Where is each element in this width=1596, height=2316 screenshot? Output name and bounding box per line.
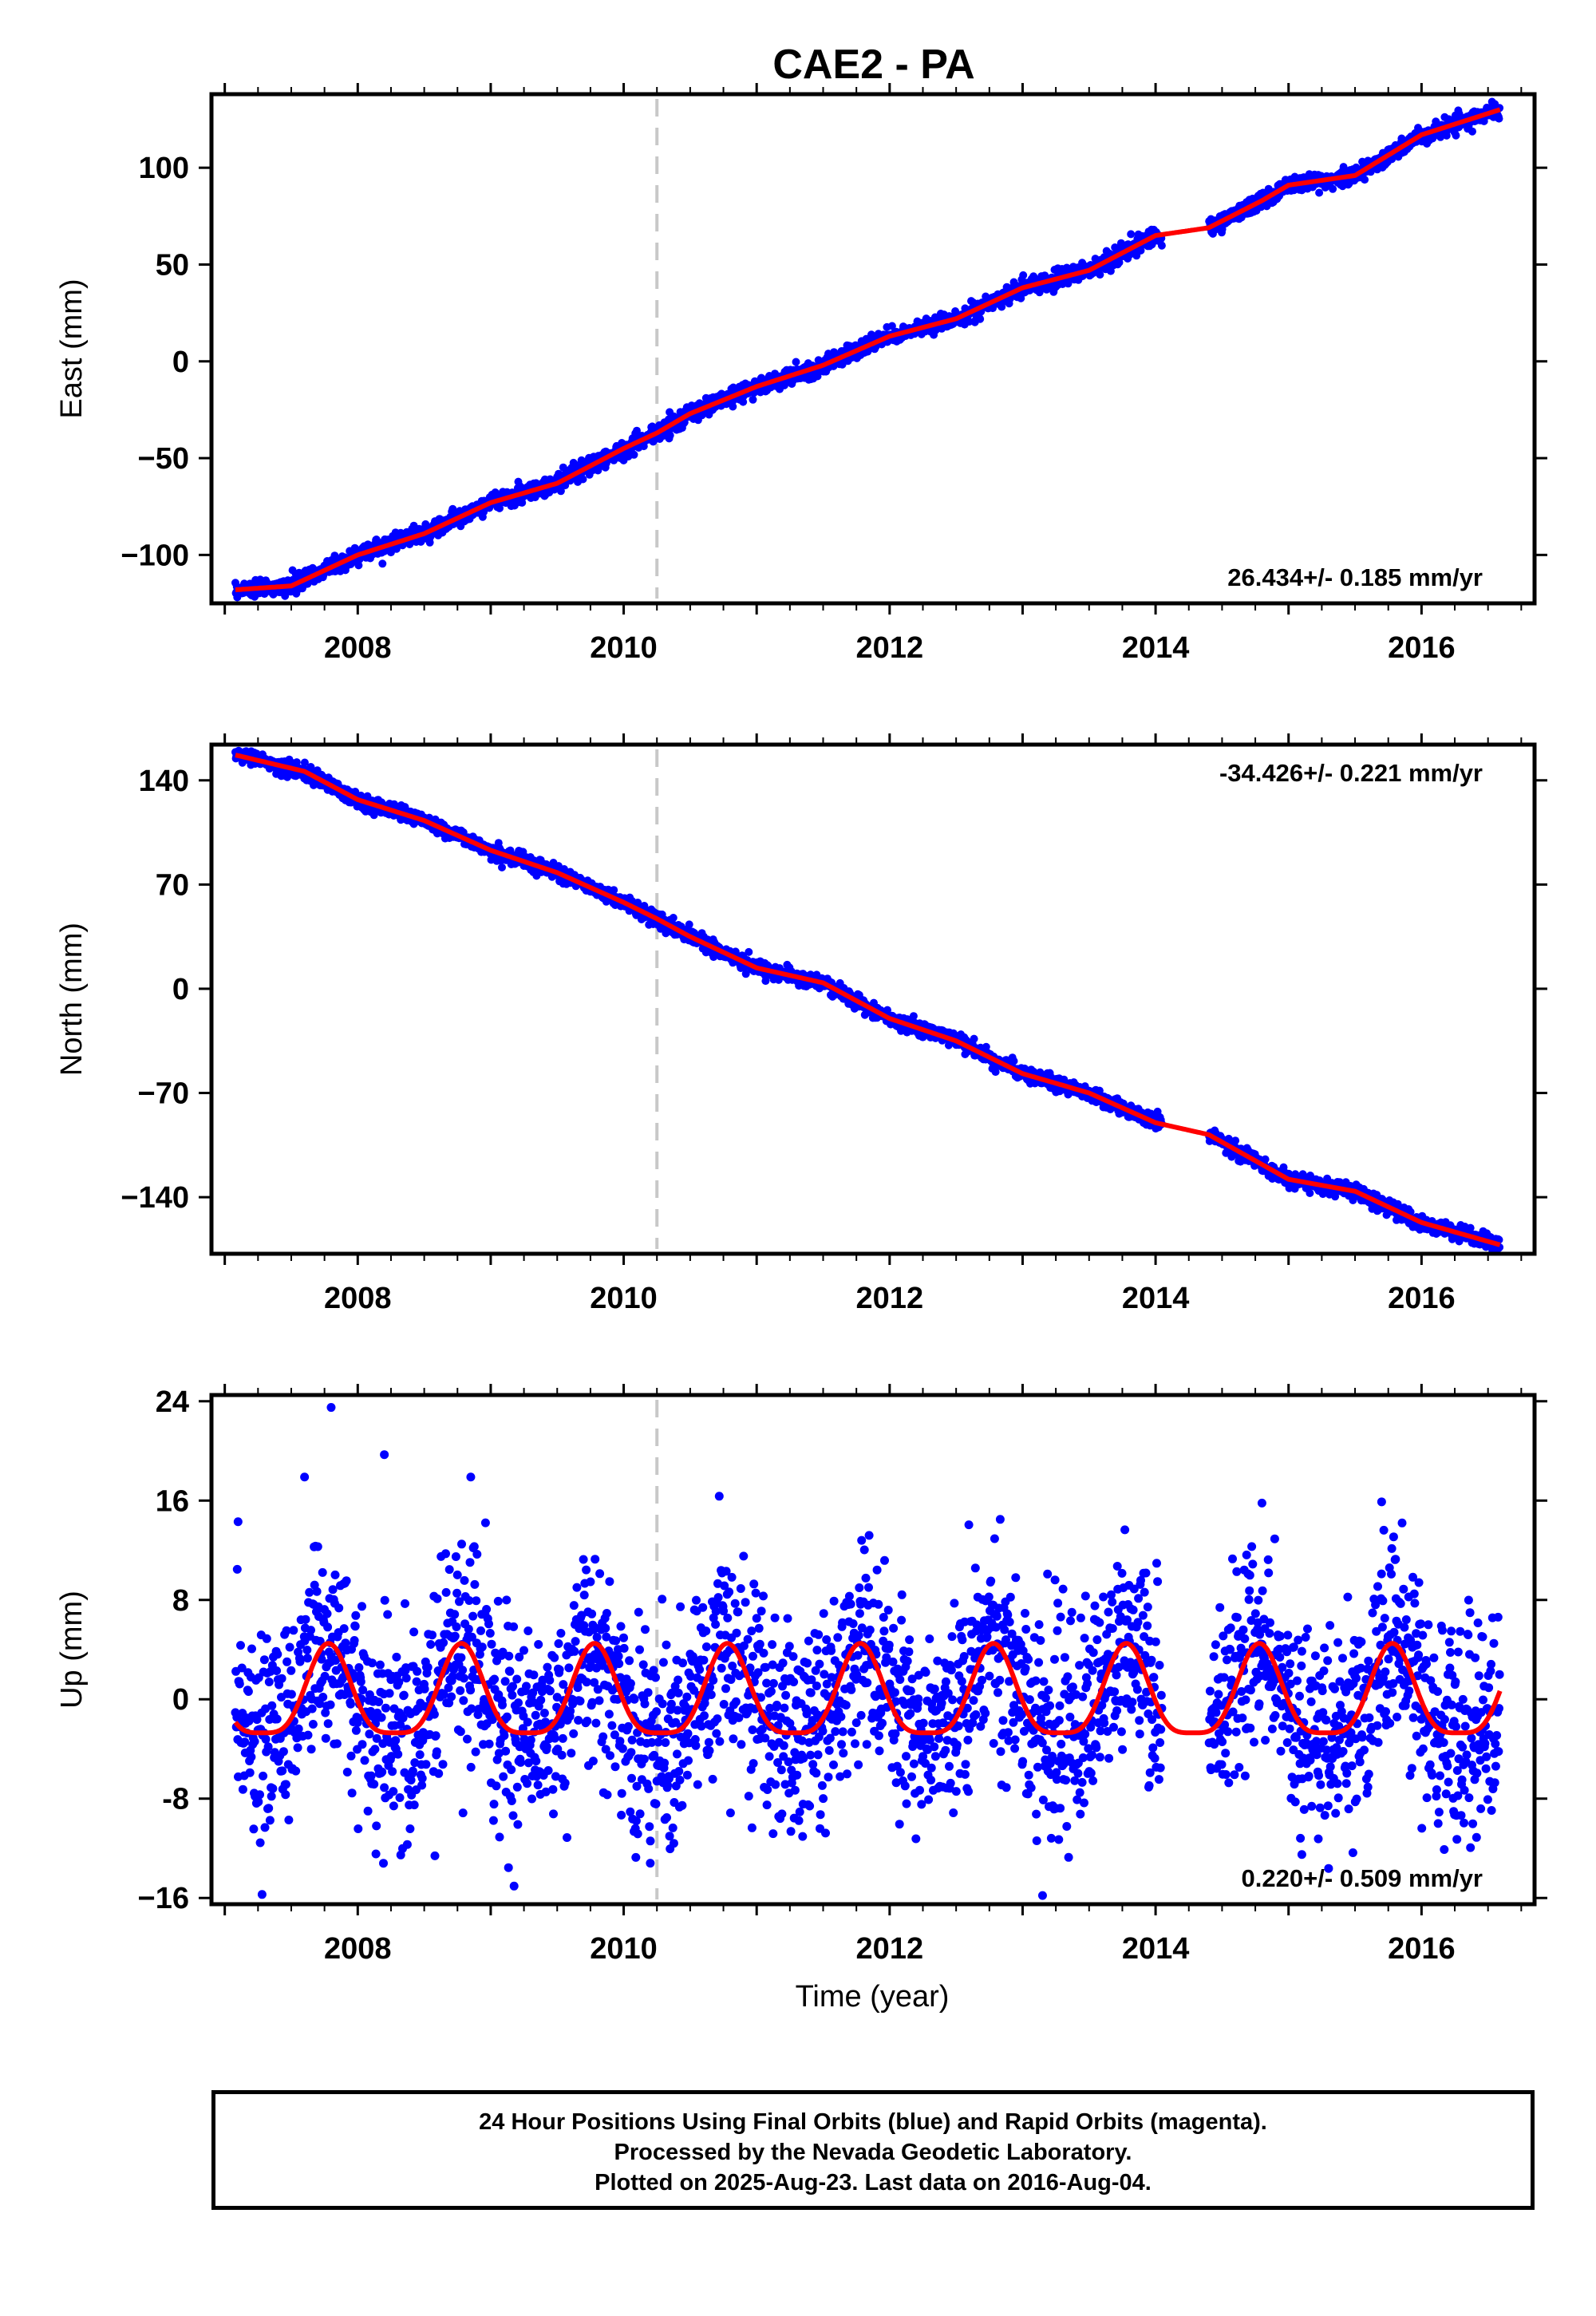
y-tick-label: 0 <box>172 346 189 379</box>
y-tick-label: 100 <box>139 152 189 185</box>
data-point <box>300 758 309 767</box>
data-point <box>1157 241 1166 250</box>
data-point <box>976 314 985 323</box>
model-line-east <box>234 107 1501 592</box>
data-point <box>421 520 430 528</box>
data-point <box>579 475 587 484</box>
positions-north <box>231 746 1504 1254</box>
data-point <box>1009 1057 1018 1065</box>
data-point <box>610 886 618 895</box>
y-tick-label: 50 <box>156 248 189 282</box>
data-point <box>739 397 748 406</box>
data-point <box>1329 184 1337 193</box>
data-point <box>354 561 363 570</box>
data-point <box>281 591 290 600</box>
data-point <box>1315 188 1324 197</box>
velocity-label: 26.434+/- 0.185 mm/yr <box>1227 563 1483 591</box>
x-tick-label: 2014 <box>1122 631 1190 665</box>
data-point <box>498 863 506 871</box>
data-point <box>1127 230 1136 239</box>
data-point <box>1495 114 1503 123</box>
data-point <box>1361 176 1369 184</box>
panels-layer: 2008 2010 2012 2014 2016 −100 −50 0 50 100 East (m… <box>55 83 1547 1966</box>
data-point <box>838 360 847 369</box>
data-point <box>630 450 638 459</box>
data-point <box>745 947 753 956</box>
positions-east <box>231 97 1504 602</box>
data-point <box>1468 127 1476 136</box>
data-point <box>1452 131 1460 140</box>
data-point <box>669 914 678 922</box>
data-point <box>729 402 737 411</box>
data-point <box>1096 271 1104 279</box>
data-point <box>1136 246 1145 255</box>
data-point <box>792 358 800 366</box>
data-point <box>909 1012 918 1021</box>
data-point <box>1218 225 1227 234</box>
data-point <box>685 920 693 929</box>
data-point <box>970 1034 978 1043</box>
data-point <box>1231 1136 1240 1145</box>
panel-east: 2008 2010 2012 2014 2016 −100 −50 0 50 100 East (m… <box>55 83 1547 665</box>
x-tick-label: 2016 <box>1388 631 1456 665</box>
data-point <box>666 431 674 440</box>
x-tick-label: 2008 <box>324 631 392 665</box>
x-tick-label: 2012 <box>856 631 924 665</box>
x-axis-label: Time (year) <box>796 1980 950 2014</box>
data-point <box>1017 294 1025 302</box>
y-tick-label: −100 <box>120 539 189 572</box>
data-point <box>556 487 565 496</box>
y-axis-label: East (mm) <box>55 279 89 418</box>
data-point <box>378 559 387 568</box>
data-point <box>496 504 504 512</box>
data-point <box>650 437 658 445</box>
data-point <box>1306 1189 1314 1197</box>
data-point <box>749 395 757 404</box>
data-point <box>887 322 896 330</box>
data-point <box>1064 279 1073 288</box>
data-point <box>1115 258 1124 267</box>
plot-frame-east <box>209 92 1537 606</box>
data-point <box>1019 271 1028 279</box>
data-point <box>633 426 641 435</box>
data-point <box>1388 155 1396 164</box>
chart-title: CAE2 - PA <box>772 41 974 88</box>
data-point <box>292 758 301 767</box>
data-point <box>610 456 618 464</box>
x-tick-label: 2010 <box>590 631 658 665</box>
data-point <box>425 538 434 547</box>
y-tick-label: −50 <box>138 442 189 476</box>
x-ticks-east <box>223 83 1523 615</box>
